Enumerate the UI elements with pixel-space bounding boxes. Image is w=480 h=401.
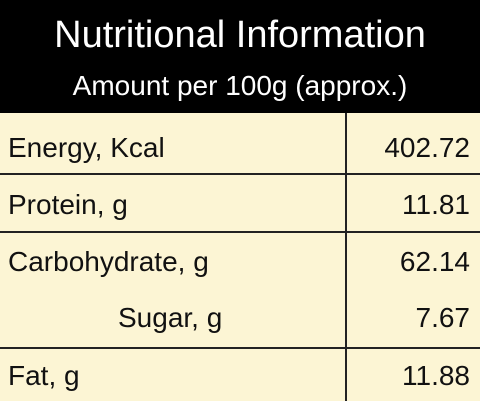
title: Nutritional Information <box>54 14 426 56</box>
row-value: 11.81 <box>402 189 470 220</box>
subtitle: Amount per 100g (approx.) <box>72 70 408 101</box>
row-divider <box>0 347 480 349</box>
header: Nutritional Information Amount per 100g … <box>0 0 480 113</box>
column-divider <box>345 113 347 401</box>
row-label: Sugar, g <box>118 302 223 333</box>
row-divider <box>0 231 480 233</box>
row-divider <box>0 173 480 175</box>
row-label: Carbohydrate, g <box>8 246 209 277</box>
row-value: 62.14 <box>399 246 470 277</box>
row-value: 7.67 <box>415 302 471 333</box>
row-label: Energy, Kcal <box>8 132 165 163</box>
row-value: 11.88 <box>402 360 470 391</box>
row-value: 402.72 <box>384 132 470 163</box>
row-label: Fat, g <box>8 360 80 391</box>
row-label: Protein, g <box>8 189 128 220</box>
